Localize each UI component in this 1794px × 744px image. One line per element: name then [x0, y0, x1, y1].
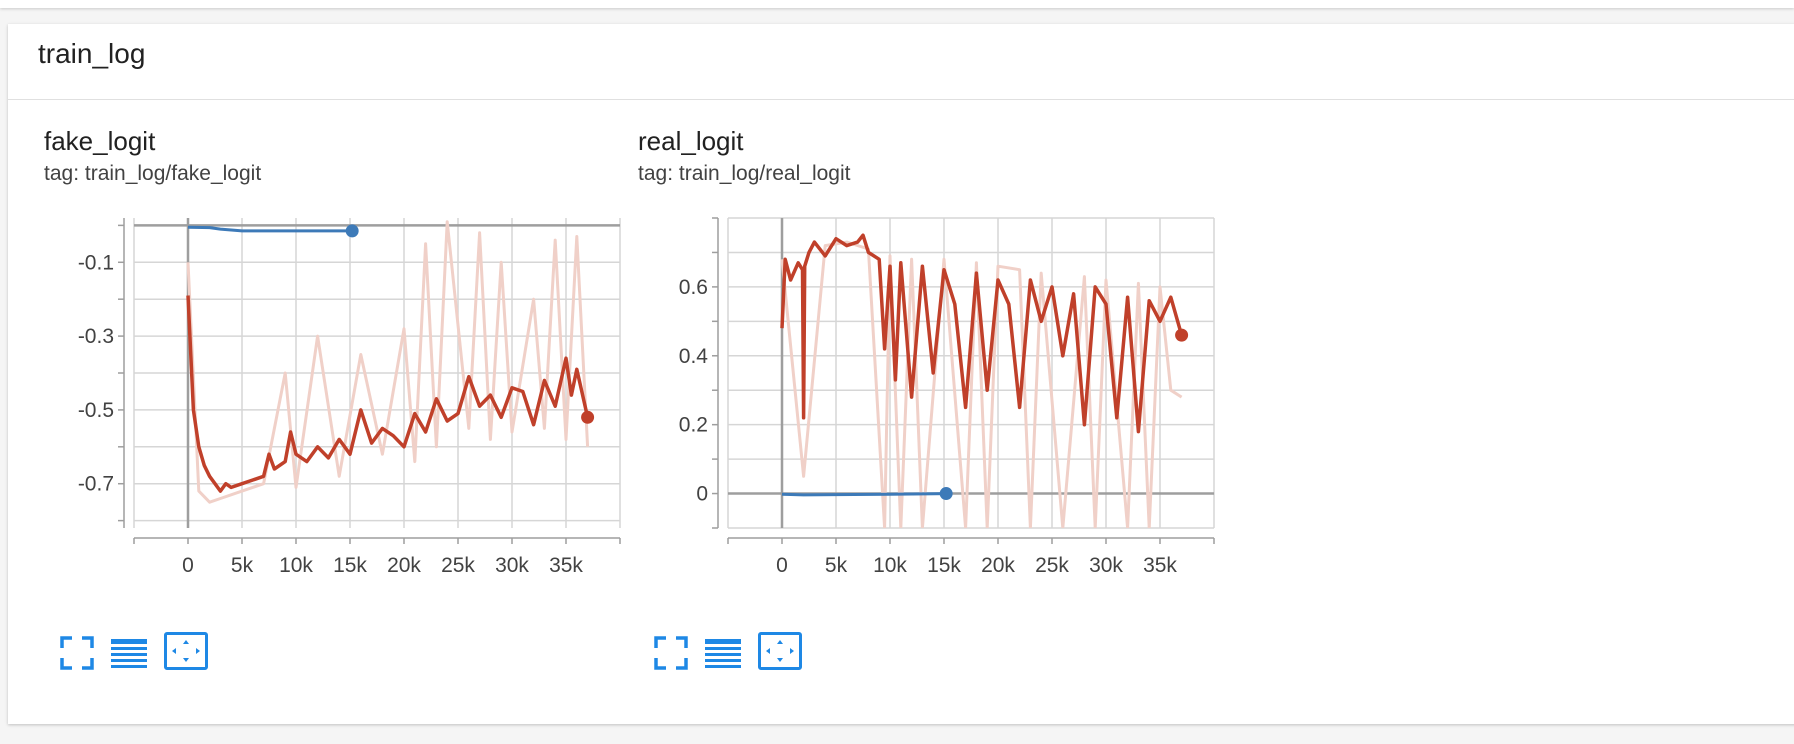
- y-tick-label: -0.7: [78, 473, 114, 496]
- fit-domain-icon: [766, 640, 794, 662]
- series-end-marker-smoothed: [581, 410, 595, 424]
- y-tick-label: -0.5: [78, 399, 114, 422]
- series-line-smoothed: [780, 233, 1184, 434]
- y-tick-label: 0.2: [679, 414, 708, 437]
- y-tick-label: 0: [696, 483, 708, 506]
- series-end-marker-relative: [939, 487, 953, 501]
- series-end-marker-smoothed: [1175, 328, 1189, 342]
- chart-tag: tag: train_log/fake_logit: [44, 162, 262, 185]
- series-line-relative: [187, 225, 353, 233]
- fit-domain-button[interactable]: [164, 632, 208, 670]
- y-tick-label: 0.4: [679, 345, 709, 368]
- fullscreen-icon: [60, 636, 94, 670]
- x-tick-label: 5k: [825, 554, 848, 577]
- x-tick-label: 0: [182, 554, 194, 577]
- chart-plot-real-logit[interactable]: 0 5k 10k 15k 20k 25k 30k 35k 0 0.2 0.4 0.6: [638, 204, 1258, 584]
- x-tick-label: 10k: [279, 554, 313, 577]
- x-tick-label: 10k: [873, 554, 907, 577]
- panel-title: train_log: [38, 38, 146, 69]
- y-tick-label: -0.3: [78, 325, 114, 348]
- scalar-panel-group: train_log fake_logit tag: train_log/fake…: [8, 24, 1794, 724]
- chart-tag: tag: train_log/real_logit: [638, 162, 851, 185]
- x-tick-label: 25k: [441, 554, 475, 577]
- x-tick-label: 35k: [1143, 554, 1177, 577]
- x-tick-label: 20k: [981, 554, 1015, 577]
- grid: [133, 218, 621, 528]
- series-line-smoothed: [186, 295, 590, 493]
- x-tick-label: 25k: [1035, 554, 1069, 577]
- x-tick-label: 5k: [231, 554, 254, 577]
- x-tick-label: 30k: [495, 554, 529, 577]
- x-tick-label: 30k: [1089, 554, 1123, 577]
- data-table-button[interactable]: [702, 632, 744, 674]
- series-line-relative: [781, 492, 947, 497]
- series-end-marker-relative: [345, 224, 359, 238]
- series-layer: [780, 233, 1184, 528]
- series-line-raw: [780, 240, 1183, 528]
- fullscreen-icon: [654, 636, 688, 670]
- series-layer: [186, 220, 590, 504]
- x-tick-label: 20k: [387, 554, 421, 577]
- fullscreen-button[interactable]: [650, 632, 692, 674]
- series-line-raw: [186, 220, 590, 504]
- panel-header[interactable]: train_log: [8, 24, 1794, 100]
- x-tick-label: 15k: [333, 554, 367, 577]
- data-table-button[interactable]: [108, 632, 150, 674]
- fit-domain-icon: [172, 640, 200, 662]
- x-tick-label: 0: [776, 554, 788, 577]
- previous-card-edge: [0, 0, 1794, 8]
- y-tick-label: 0.6: [679, 276, 708, 299]
- fullscreen-button[interactable]: [56, 632, 98, 674]
- chart-title: fake_logit: [44, 126, 156, 156]
- chart-title: real_logit: [638, 126, 744, 156]
- fit-domain-button[interactable]: [758, 632, 802, 670]
- chart-card-fake-logit: fake_logit tag: train_log/fake_logit 0 5k…: [44, 124, 704, 724]
- chart-card-real-logit: real_logit tag: train_log/real_logit 0 5k…: [638, 124, 1298, 724]
- data-table-icon: [111, 639, 147, 668]
- x-tick-label: 35k: [549, 554, 583, 577]
- data-table-icon: [705, 639, 741, 668]
- x-tick-label: 15k: [927, 554, 961, 577]
- chart-plot-fake-logit[interactable]: 0 5k 10k 15k 20k 25k 30k 35k -0.1 -0.3 -0.5 -0.7: [44, 204, 664, 584]
- y-tick-label: -0.1: [78, 251, 114, 274]
